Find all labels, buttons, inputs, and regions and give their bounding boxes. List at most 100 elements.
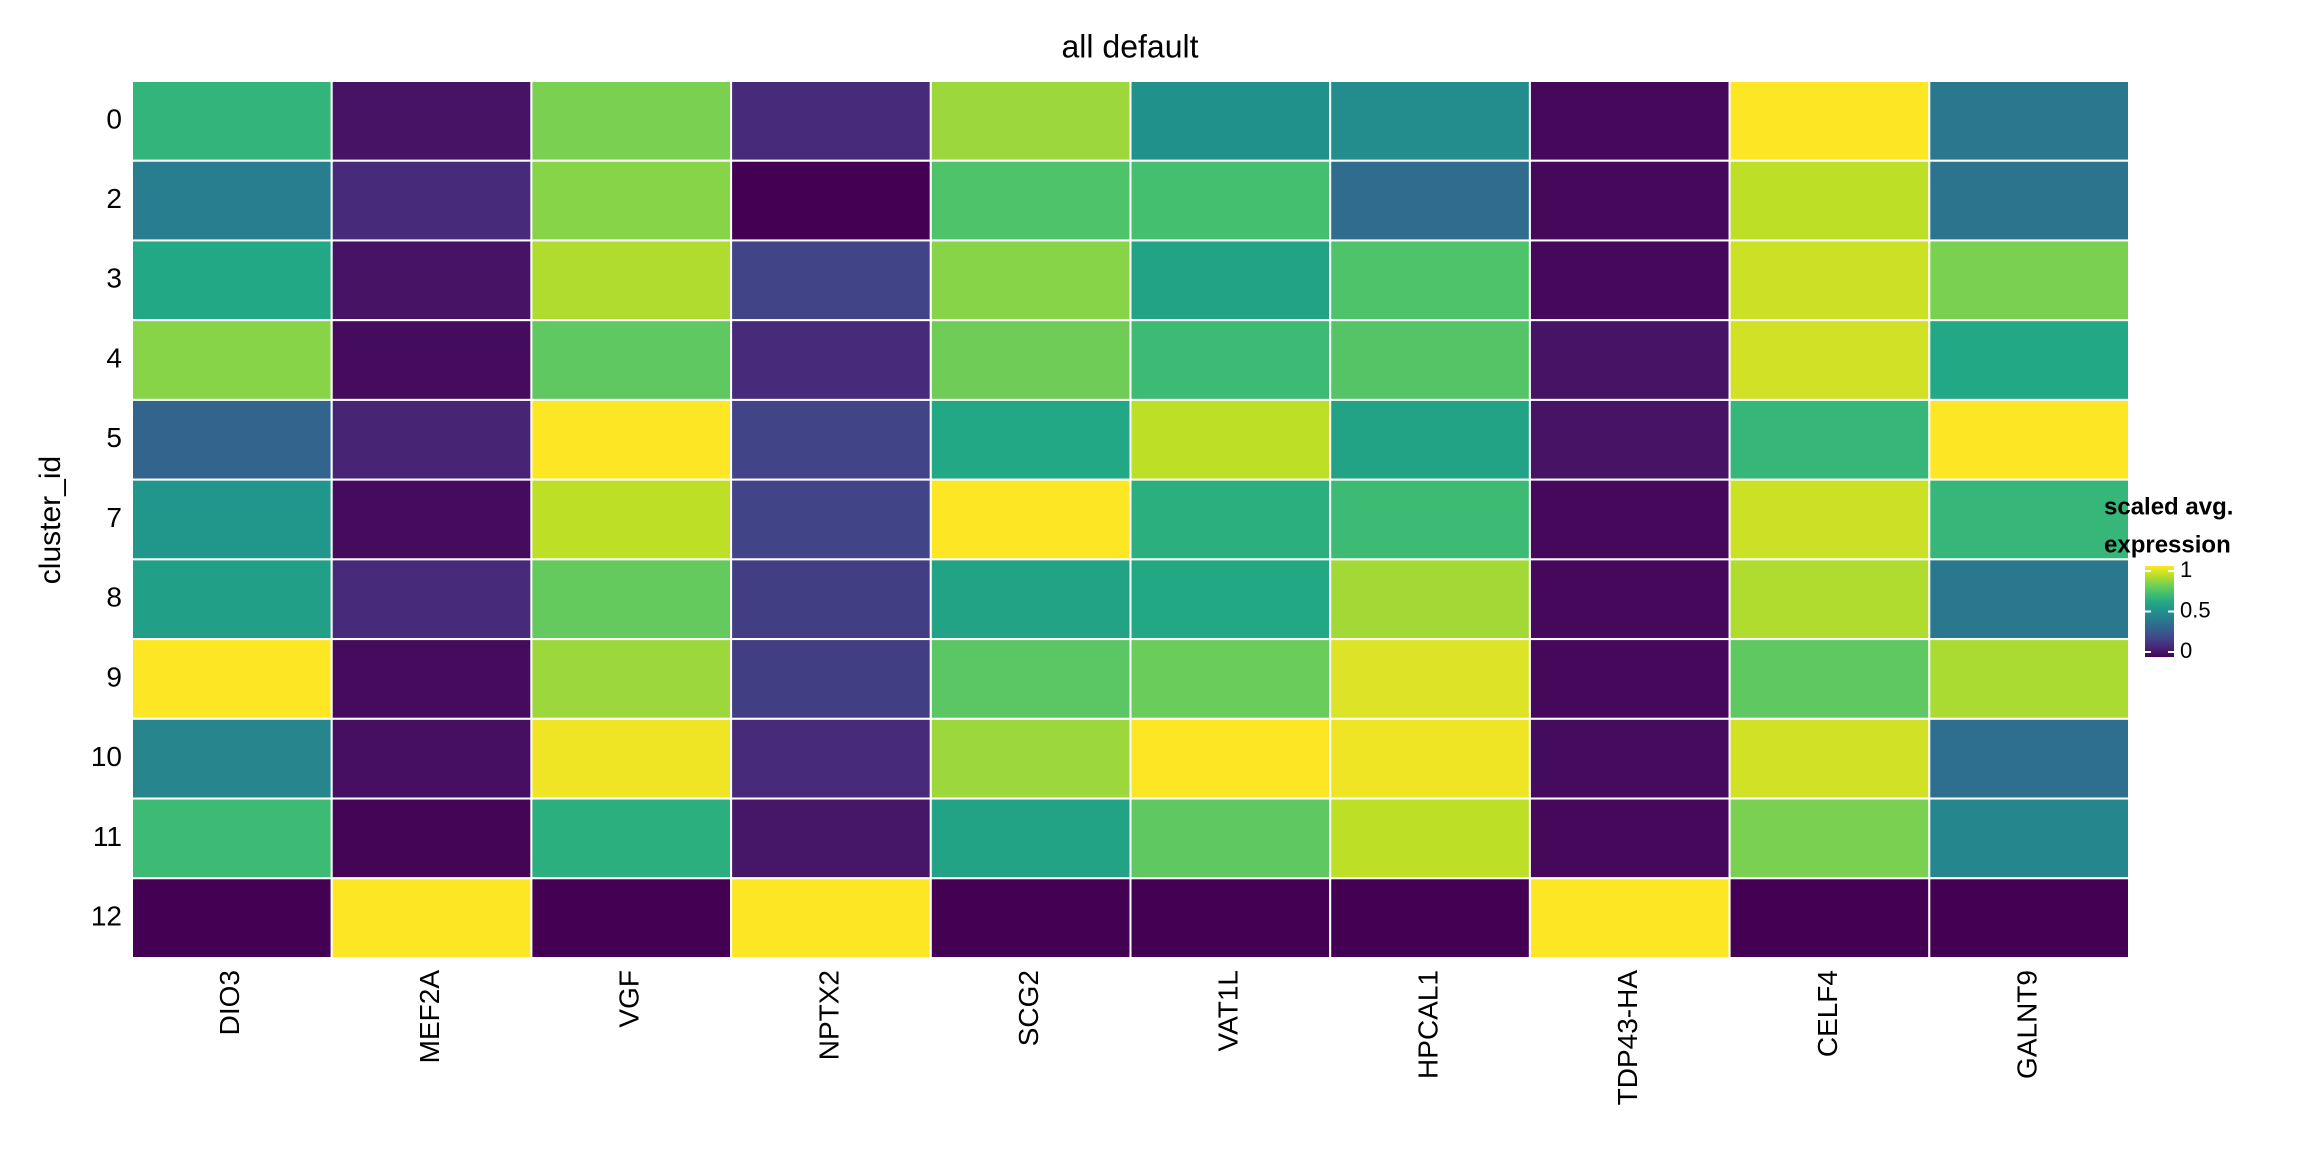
heatmap-cell <box>1528 877 1731 959</box>
heatmap-cell <box>1129 319 1332 401</box>
heatmap-cell <box>1129 80 1332 162</box>
heatmap-cell <box>1728 478 1931 561</box>
heatmap-cell <box>1129 478 1332 561</box>
heatmap-cell <box>1129 159 1332 242</box>
heatmap-cell <box>1129 877 1332 959</box>
heatmap-cell <box>530 638 733 720</box>
heatmap-cell <box>1928 717 2131 800</box>
heatmap-cell <box>1129 638 1332 720</box>
heatmap-cell <box>330 80 533 162</box>
heatmap-cell <box>131 80 333 162</box>
heatmap-cell <box>1329 398 1531 481</box>
heatmap-cell <box>131 877 333 959</box>
heatmap-cell <box>929 877 1132 959</box>
heatmap-cell <box>1528 319 1731 401</box>
heatmap-cell <box>330 877 533 959</box>
heatmap-cell <box>730 159 932 242</box>
heatmap-cell <box>1129 797 1332 880</box>
heatmap-cell <box>1329 877 1531 959</box>
heatmap-cell <box>131 478 333 561</box>
heatmap-cell <box>1528 159 1731 242</box>
y-tick-label: 3 <box>106 263 122 294</box>
heatmap-cell <box>1329 558 1531 641</box>
heatmap-cell <box>1928 239 2131 322</box>
y-tick-label: 10 <box>91 741 122 772</box>
heatmap-cell <box>131 239 333 322</box>
heatmap-cell <box>1129 717 1332 800</box>
heatmap-cell <box>929 159 1132 242</box>
heatmap-cell <box>1329 80 1531 162</box>
heatmap-cell <box>929 398 1132 481</box>
heatmap-cell <box>131 159 333 242</box>
y-tick-label: 0 <box>106 103 122 134</box>
heatmap-cell <box>730 319 932 401</box>
heatmap-cell <box>1728 80 1931 162</box>
x-tick-label: DIO3 <box>214 970 245 1035</box>
heatmap-cell <box>1528 558 1731 641</box>
heatmap-cell <box>530 717 733 800</box>
heatmap-cell <box>730 80 932 162</box>
x-tick-label: VAT1L <box>1213 970 1244 1051</box>
heatmap-cell <box>1728 877 1931 959</box>
heatmap-cell <box>1528 717 1731 800</box>
heatmap-cell <box>131 797 333 880</box>
legend-title: expression <box>2104 531 2231 558</box>
colorbar-tick-label: 0.5 <box>2180 597 2211 622</box>
heatmap-cell <box>330 319 533 401</box>
heatmap-cell <box>330 638 533 720</box>
heatmap-cell <box>530 398 733 481</box>
heatmap-cell <box>530 478 733 561</box>
heatmap-cell <box>131 638 333 720</box>
heatmap-cell <box>730 797 932 880</box>
heatmap-cell <box>530 159 733 242</box>
heatmap-cell <box>1129 558 1332 641</box>
chart-title: all default <box>1062 28 1199 64</box>
heatmap-cell <box>929 239 1132 322</box>
y-tick-label: 9 <box>106 661 122 692</box>
heatmap-cell <box>1728 398 1931 481</box>
heatmap-cell <box>1329 797 1531 880</box>
heatmap-cell <box>1728 239 1931 322</box>
heatmap-cell <box>730 638 932 720</box>
heatmap-cell <box>1528 239 1731 322</box>
heatmap-cell <box>1329 159 1531 242</box>
x-tick-label: MEF2A <box>414 970 445 1064</box>
colorbar-tick-label: 1 <box>2180 557 2192 582</box>
heatmap-cell <box>1329 478 1531 561</box>
y-tick-label: 2 <box>106 183 122 214</box>
heatmap-cell <box>730 478 932 561</box>
x-tick-label: TDP43-HA <box>1612 970 1643 1106</box>
heatmap-cell <box>1528 638 1731 720</box>
heatmap-cell <box>1329 717 1531 800</box>
heatmap-cell <box>1728 558 1931 641</box>
heatmap-cell <box>1728 159 1931 242</box>
y-tick-label: 12 <box>91 901 122 932</box>
heatmap-cell <box>730 717 932 800</box>
x-tick-label: SCG2 <box>1013 970 1044 1046</box>
heatmap-cell <box>929 558 1132 641</box>
heatmap-cell <box>1329 239 1531 322</box>
y-tick-label: 5 <box>106 422 122 453</box>
heatmap-cell <box>131 398 333 481</box>
heatmap-cell <box>1728 797 1931 880</box>
heatmap-cell <box>1129 398 1332 481</box>
heatmap-cell <box>131 319 333 401</box>
heatmap-cell <box>929 80 1132 162</box>
heatmap-cell <box>929 797 1132 880</box>
heatmap-cell <box>1329 319 1531 401</box>
heatmap-cell <box>730 398 932 481</box>
heatmap-cell <box>1728 319 1931 401</box>
heatmap-cell <box>929 319 1132 401</box>
heatmap-cell <box>1928 877 2131 959</box>
heatmap-cell <box>1528 398 1731 481</box>
heatmap-cell <box>929 717 1132 800</box>
heatmap-cell <box>730 877 932 959</box>
heatmap-cell <box>1928 80 2131 162</box>
heatmap-cell <box>530 319 733 401</box>
x-tick-label: NPTX2 <box>813 970 844 1060</box>
heatmap-cell <box>330 558 533 641</box>
heatmap-cell <box>1329 638 1531 720</box>
heatmap-cell <box>1928 159 2131 242</box>
x-tick-label: HPCAL1 <box>1412 970 1443 1079</box>
